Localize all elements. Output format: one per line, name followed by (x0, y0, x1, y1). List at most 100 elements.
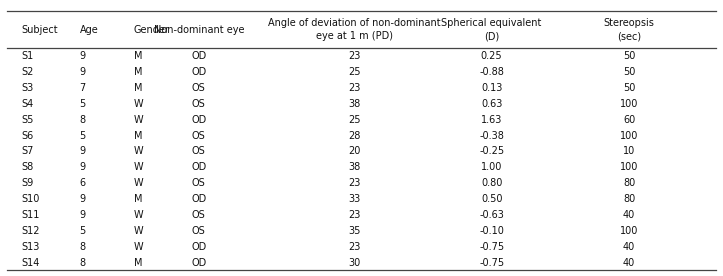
Text: 80: 80 (623, 178, 635, 188)
Text: 100: 100 (620, 99, 638, 109)
Text: OS: OS (192, 226, 206, 236)
Text: S11: S11 (22, 210, 40, 220)
Text: 9: 9 (80, 194, 85, 204)
Text: Spherical equivalent
(D): Spherical equivalent (D) (442, 18, 542, 41)
Text: -0.75: -0.75 (479, 242, 504, 252)
Text: 23: 23 (348, 83, 361, 93)
Text: 38: 38 (348, 99, 360, 109)
Text: 100: 100 (620, 162, 638, 172)
Text: 6: 6 (80, 178, 85, 188)
Text: M: M (134, 194, 142, 204)
Text: Gender: Gender (134, 25, 170, 35)
Text: S2: S2 (22, 67, 34, 77)
Text: S5: S5 (22, 115, 34, 125)
Text: -0.25: -0.25 (479, 147, 504, 156)
Text: M: M (134, 51, 142, 61)
Text: S9: S9 (22, 178, 34, 188)
Text: OD: OD (191, 115, 207, 125)
Text: M: M (134, 258, 142, 267)
Text: 100: 100 (620, 131, 638, 140)
Text: W: W (134, 99, 143, 109)
Text: S10: S10 (22, 194, 40, 204)
Text: OD: OD (191, 258, 207, 267)
Text: 0.25: 0.25 (481, 51, 502, 61)
Text: S3: S3 (22, 83, 34, 93)
Text: 50: 50 (623, 83, 636, 93)
Text: 0.13: 0.13 (481, 83, 502, 93)
Text: -0.75: -0.75 (479, 258, 504, 267)
Text: 20: 20 (348, 147, 361, 156)
Text: M: M (134, 131, 142, 140)
Text: 1.00: 1.00 (481, 162, 502, 172)
Text: OS: OS (192, 178, 206, 188)
Text: 60: 60 (623, 115, 635, 125)
Text: 23: 23 (348, 178, 361, 188)
Text: 28: 28 (348, 131, 361, 140)
Text: 0.80: 0.80 (481, 178, 502, 188)
Text: 100: 100 (620, 226, 638, 236)
Text: OS: OS (192, 99, 206, 109)
Text: 50: 50 (623, 67, 636, 77)
Text: Age: Age (80, 25, 98, 35)
Text: S7: S7 (22, 147, 34, 156)
Text: 50: 50 (623, 51, 636, 61)
Text: 8: 8 (80, 242, 85, 252)
Text: OD: OD (191, 162, 207, 172)
Text: S13: S13 (22, 242, 40, 252)
Text: 10: 10 (623, 147, 635, 156)
Text: S14: S14 (22, 258, 40, 267)
Text: 5: 5 (80, 226, 86, 236)
Text: Non-dominant eye: Non-dominant eye (153, 25, 244, 35)
Text: 7: 7 (80, 83, 86, 93)
Text: -0.10: -0.10 (479, 226, 504, 236)
Text: OD: OD (191, 67, 207, 77)
Text: W: W (134, 226, 143, 236)
Text: 1.63: 1.63 (481, 115, 502, 125)
Text: 23: 23 (348, 210, 361, 220)
Text: -0.63: -0.63 (479, 210, 504, 220)
Text: -0.38: -0.38 (479, 131, 504, 140)
Text: W: W (134, 242, 143, 252)
Text: 40: 40 (623, 210, 635, 220)
Text: Stereopsis
(sec): Stereopsis (sec) (604, 18, 654, 41)
Text: 0.63: 0.63 (481, 99, 502, 109)
Text: 23: 23 (348, 242, 361, 252)
Text: 9: 9 (80, 162, 85, 172)
Text: 23: 23 (348, 51, 361, 61)
Text: OD: OD (191, 242, 207, 252)
Text: 33: 33 (348, 194, 360, 204)
Text: OS: OS (192, 210, 206, 220)
Text: W: W (134, 162, 143, 172)
Text: OD: OD (191, 51, 207, 61)
Text: -0.88: -0.88 (479, 67, 504, 77)
Text: OS: OS (192, 147, 206, 156)
Text: 8: 8 (80, 258, 85, 267)
Text: 9: 9 (80, 147, 85, 156)
Text: 0.50: 0.50 (481, 194, 502, 204)
Text: S6: S6 (22, 131, 34, 140)
Text: 35: 35 (348, 226, 361, 236)
Text: 25: 25 (348, 67, 361, 77)
Text: 8: 8 (80, 115, 85, 125)
Text: 5: 5 (80, 99, 86, 109)
Text: S12: S12 (22, 226, 40, 236)
Text: 5: 5 (80, 131, 86, 140)
Text: 80: 80 (623, 194, 635, 204)
Text: S1: S1 (22, 51, 34, 61)
Text: M: M (134, 83, 142, 93)
Text: Subject: Subject (22, 25, 59, 35)
Text: W: W (134, 178, 143, 188)
Text: Angle of deviation of non-dominant
eye at 1 m (PD): Angle of deviation of non-dominant eye a… (268, 18, 440, 41)
Text: 9: 9 (80, 51, 85, 61)
Text: 38: 38 (348, 162, 360, 172)
Text: OD: OD (191, 194, 207, 204)
Text: OS: OS (192, 131, 206, 140)
Text: 40: 40 (623, 258, 635, 267)
Text: S8: S8 (22, 162, 34, 172)
Text: W: W (134, 115, 143, 125)
Text: S4: S4 (22, 99, 34, 109)
Text: M: M (134, 67, 142, 77)
Text: W: W (134, 210, 143, 220)
Text: 25: 25 (348, 115, 361, 125)
Text: W: W (134, 147, 143, 156)
